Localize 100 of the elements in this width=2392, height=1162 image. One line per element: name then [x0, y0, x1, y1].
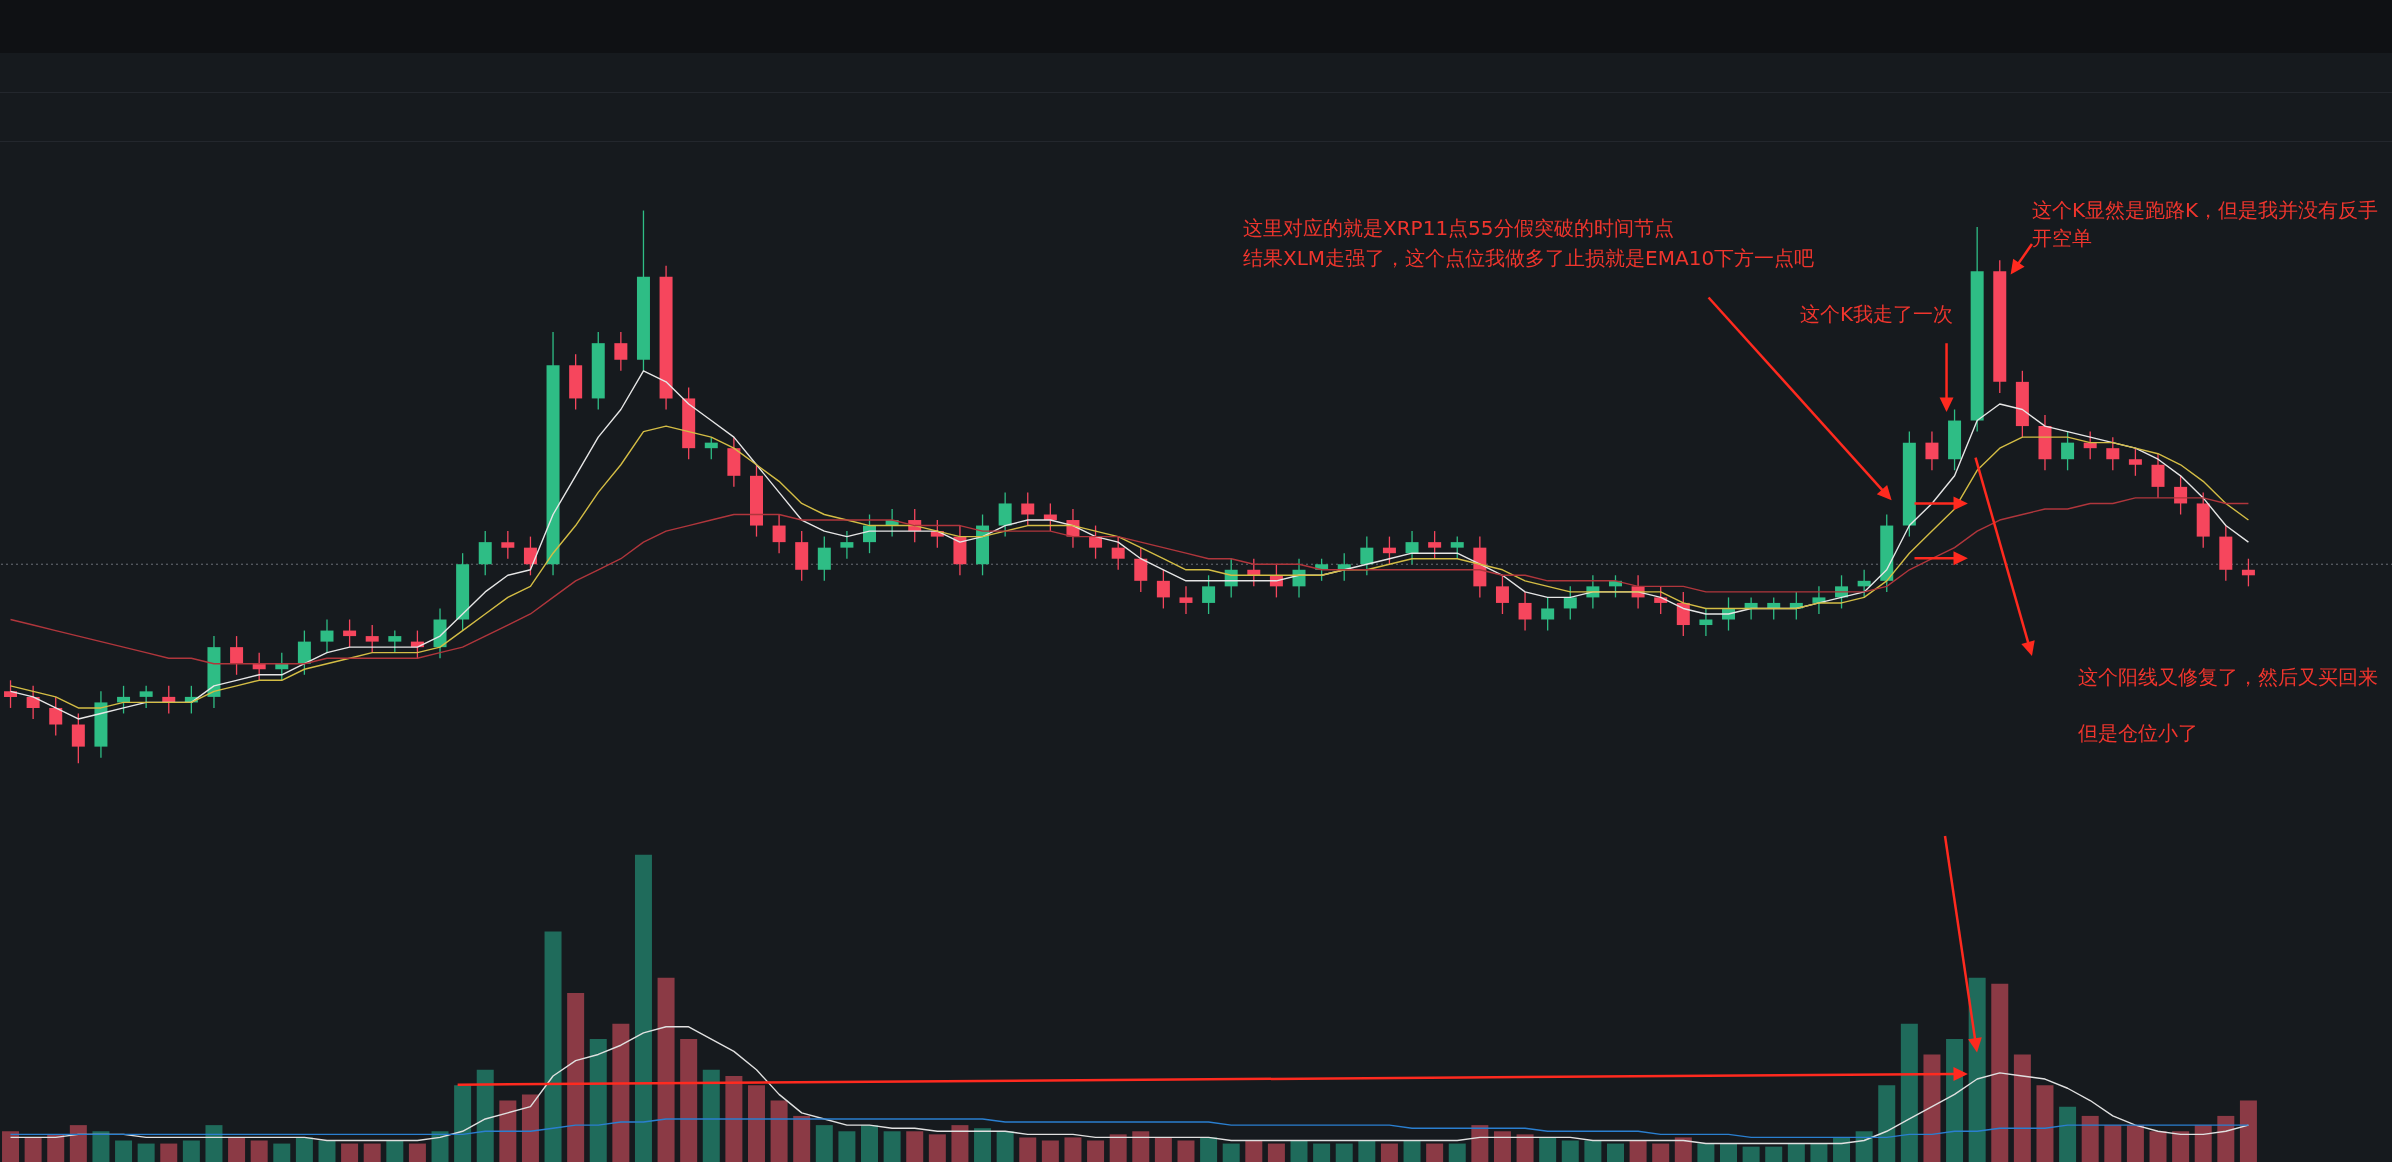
candlestick	[139, 685, 153, 709]
bar	[476, 1069, 494, 1162]
bar	[1041, 1140, 1059, 1162]
bar	[431, 1131, 449, 1162]
candlestick	[1676, 591, 1690, 637]
bar	[2126, 1125, 2144, 1162]
bar	[928, 1134, 946, 1162]
candlestick	[1450, 535, 1464, 560]
candlestick	[1156, 569, 1170, 610]
bar	[1629, 1140, 1647, 1162]
bar	[521, 1094, 539, 1162]
candlestick	[252, 652, 266, 681]
bar	[1358, 1140, 1376, 1162]
bar	[1652, 1143, 1670, 1162]
bar	[2081, 1115, 2099, 1162]
bar	[1833, 1137, 1851, 1162]
bar	[1380, 1143, 1398, 1162]
bar	[1222, 1143, 1240, 1162]
bar	[1335, 1143, 1353, 1162]
bar	[883, 1131, 901, 1162]
bar	[295, 1137, 313, 1162]
bar	[1493, 1131, 1511, 1162]
bar	[386, 1140, 404, 1162]
bar	[1245, 1140, 1263, 1162]
candlestick	[1382, 535, 1396, 565]
candlestick	[1428, 530, 1442, 560]
bar	[1674, 1137, 1692, 1162]
bar	[1878, 1085, 1896, 1162]
bar	[92, 1131, 110, 1162]
bar	[1900, 1023, 1918, 1162]
bar	[69, 1125, 87, 1162]
bar	[1019, 1137, 1037, 1162]
bar	[318, 1140, 336, 1162]
bar	[1584, 1140, 1602, 1162]
candlestick	[1767, 596, 1781, 621]
candlestick	[1021, 491, 1035, 527]
bar	[1968, 977, 1986, 1162]
candlestick	[26, 685, 40, 720]
bar	[1087, 1140, 1105, 1162]
candlestick	[1699, 607, 1713, 637]
annotation: 这里对应的就是XRP11点55分假突破的时间节点	[1243, 215, 1675, 242]
candlestick	[275, 652, 289, 681]
candlestick	[1744, 596, 1758, 621]
bar	[182, 1140, 200, 1162]
bar	[2149, 1131, 2167, 1162]
bar	[1177, 1140, 1195, 1162]
candlestick	[2061, 430, 2075, 471]
bar	[1697, 1143, 1715, 1162]
annotation: 这个阳线又修复了，然后又买回来	[2078, 664, 2378, 691]
bar	[2036, 1085, 2054, 1162]
bar	[1403, 1140, 1421, 1162]
bar	[2217, 1115, 2235, 1162]
candlestick	[2241, 558, 2255, 587]
bar	[1471, 1125, 1489, 1162]
bar	[1267, 1143, 1285, 1162]
candlestick	[1518, 591, 1532, 632]
bar	[24, 1137, 42, 1162]
candlestick	[297, 629, 311, 676]
candlestick	[998, 491, 1012, 538]
bar	[2104, 1125, 2122, 1162]
bar	[1200, 1137, 1218, 1162]
candlestick	[320, 618, 334, 654]
bar	[1742, 1146, 1760, 1162]
bar	[1720, 1143, 1738, 1162]
bar	[499, 1100, 517, 1162]
bar	[974, 1128, 992, 1162]
candlestick	[1495, 574, 1509, 615]
bar	[1787, 1143, 1805, 1162]
candlestick	[2083, 430, 2097, 460]
bar	[702, 1069, 720, 1162]
bar	[1290, 1140, 1308, 1162]
candlestick	[817, 535, 831, 582]
candlestick	[1925, 430, 1939, 471]
bar	[115, 1140, 133, 1162]
candlestick	[1179, 585, 1193, 615]
candlestick	[71, 712, 85, 764]
candlestick	[1541, 596, 1555, 632]
bar	[612, 1023, 630, 1162]
candlestick	[1134, 547, 1148, 593]
bar	[1561, 1140, 1579, 1162]
annotation: 这个K显然是跑路K，但是我并没有反手开空单	[2032, 197, 2380, 252]
candlestick	[388, 629, 402, 654]
bar	[861, 1125, 879, 1162]
candlestick	[1089, 524, 1103, 560]
bar	[1109, 1134, 1127, 1162]
bar	[1539, 1137, 1557, 1162]
bar	[2239, 1100, 2257, 1162]
bar	[1923, 1054, 1941, 1162]
candlestick	[1202, 574, 1216, 615]
bar	[2059, 1106, 2077, 1162]
annotation: 结果XLM走强了，这个点位我做多了止损就是EMA10下方一点吧	[1243, 245, 1816, 272]
bar	[793, 1115, 811, 1162]
candlestick	[1812, 585, 1826, 615]
candlestick	[478, 530, 492, 576]
bar	[1606, 1143, 1624, 1162]
bar	[1991, 983, 2009, 1162]
annotation: 这个K我走了一次	[1800, 301, 1955, 328]
candlestick	[162, 685, 176, 715]
candlestick	[2128, 447, 2142, 477]
candlestick	[4, 679, 18, 709]
